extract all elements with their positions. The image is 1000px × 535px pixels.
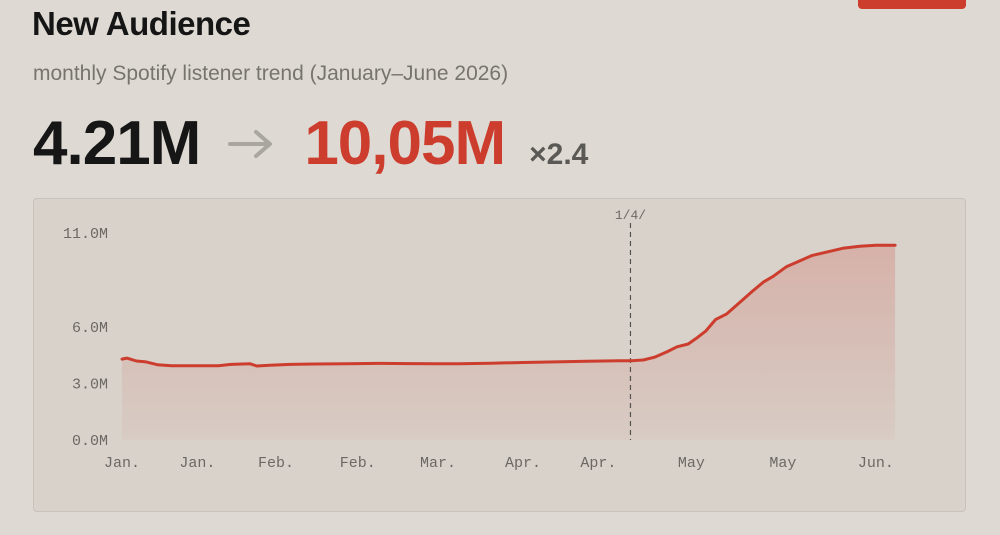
series-area-fill	[122, 245, 896, 440]
series-line	[120, 243, 897, 368]
x-tick-label: Feb.	[258, 455, 294, 472]
listener-trend-chart: 1/4/ 0.0M 3.0M 6.0M 11.0M Jan. Jan. Feb. Feb. M…	[63, 208, 897, 472]
chart-card: 1/4/ 0.0M 3.0M 6.0M 11.0M Jan. Jan. Feb. Feb. M…	[33, 198, 966, 512]
arrow-right-icon	[228, 129, 273, 158]
x-tick-label: May	[769, 455, 796, 472]
top-action-button[interactable]	[858, 0, 966, 9]
stats-row: 4.21M 10,05M ×2.4	[33, 108, 588, 179]
y-tick-label: 0.0M	[72, 433, 108, 450]
x-tick-label: Mar.	[420, 455, 456, 472]
y-tick-label: 11.0M	[63, 226, 108, 243]
x-tick-label: Jan.	[104, 455, 140, 472]
growth-multiplier: ×2.4	[529, 138, 589, 171]
x-tick-label: Feb.	[340, 455, 376, 472]
page-subtitle: monthly Spotify listener trend (January–…	[33, 62, 509, 85]
date-marker-label: 1/4/	[615, 208, 646, 223]
x-tick-label: Apr.	[580, 455, 616, 472]
x-tick-label: Apr.	[505, 455, 541, 472]
stat-from-value: 4.21M	[33, 109, 201, 178]
page-title: New Audience	[32, 5, 251, 42]
x-tick-label: May	[678, 455, 705, 472]
y-tick-label: 3.0M	[72, 377, 108, 394]
x-tick-label: Jan.	[179, 455, 215, 472]
stat-to-value: 10,05M	[304, 109, 506, 178]
y-tick-label: 6.0M	[72, 320, 108, 337]
x-tick-label: Jun.	[858, 455, 894, 472]
